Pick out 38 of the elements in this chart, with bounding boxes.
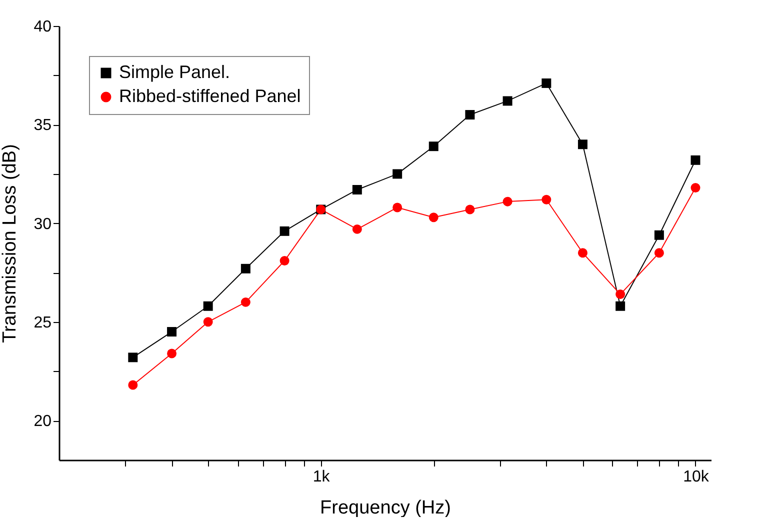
- point: [578, 248, 588, 258]
- point: [280, 256, 290, 266]
- point: [128, 352, 138, 362]
- point: [578, 140, 588, 150]
- x-tick-label: 1k: [312, 468, 331, 486]
- point: [240, 264, 250, 274]
- x-tick-label: 10k: [683, 468, 710, 486]
- y-tick-label: 20: [34, 413, 52, 430]
- point: [352, 184, 362, 194]
- point: [502, 96, 512, 106]
- y-tick-label: 35: [34, 117, 52, 134]
- point: [690, 155, 700, 165]
- y-tick-label: 25: [34, 314, 52, 332]
- y-tick-label: 30: [34, 216, 52, 233]
- point: [465, 204, 475, 214]
- point: [616, 290, 626, 300]
- point: [616, 301, 626, 311]
- point: [690, 183, 700, 192]
- y-axis-title: Transmission Loss (dB): [0, 144, 21, 343]
- point: [167, 327, 177, 337]
- point: [428, 142, 438, 152]
- legend-label: Ribbed-stiffened Panel: [119, 86, 301, 106]
- point: [465, 110, 475, 120]
- point: [167, 348, 177, 358]
- point: [240, 297, 250, 307]
- point: [352, 224, 362, 234]
- point: [203, 317, 213, 327]
- point: [502, 196, 512, 206]
- point: [280, 226, 290, 236]
- legend-label: Simple Panel.: [119, 62, 230, 82]
- point: [654, 230, 664, 240]
- y-tick-label: 40: [34, 18, 52, 36]
- point: [542, 194, 552, 204]
- point: [428, 212, 438, 222]
- point: [128, 380, 138, 390]
- point: [542, 78, 552, 88]
- point: [654, 248, 664, 258]
- point: [203, 301, 213, 311]
